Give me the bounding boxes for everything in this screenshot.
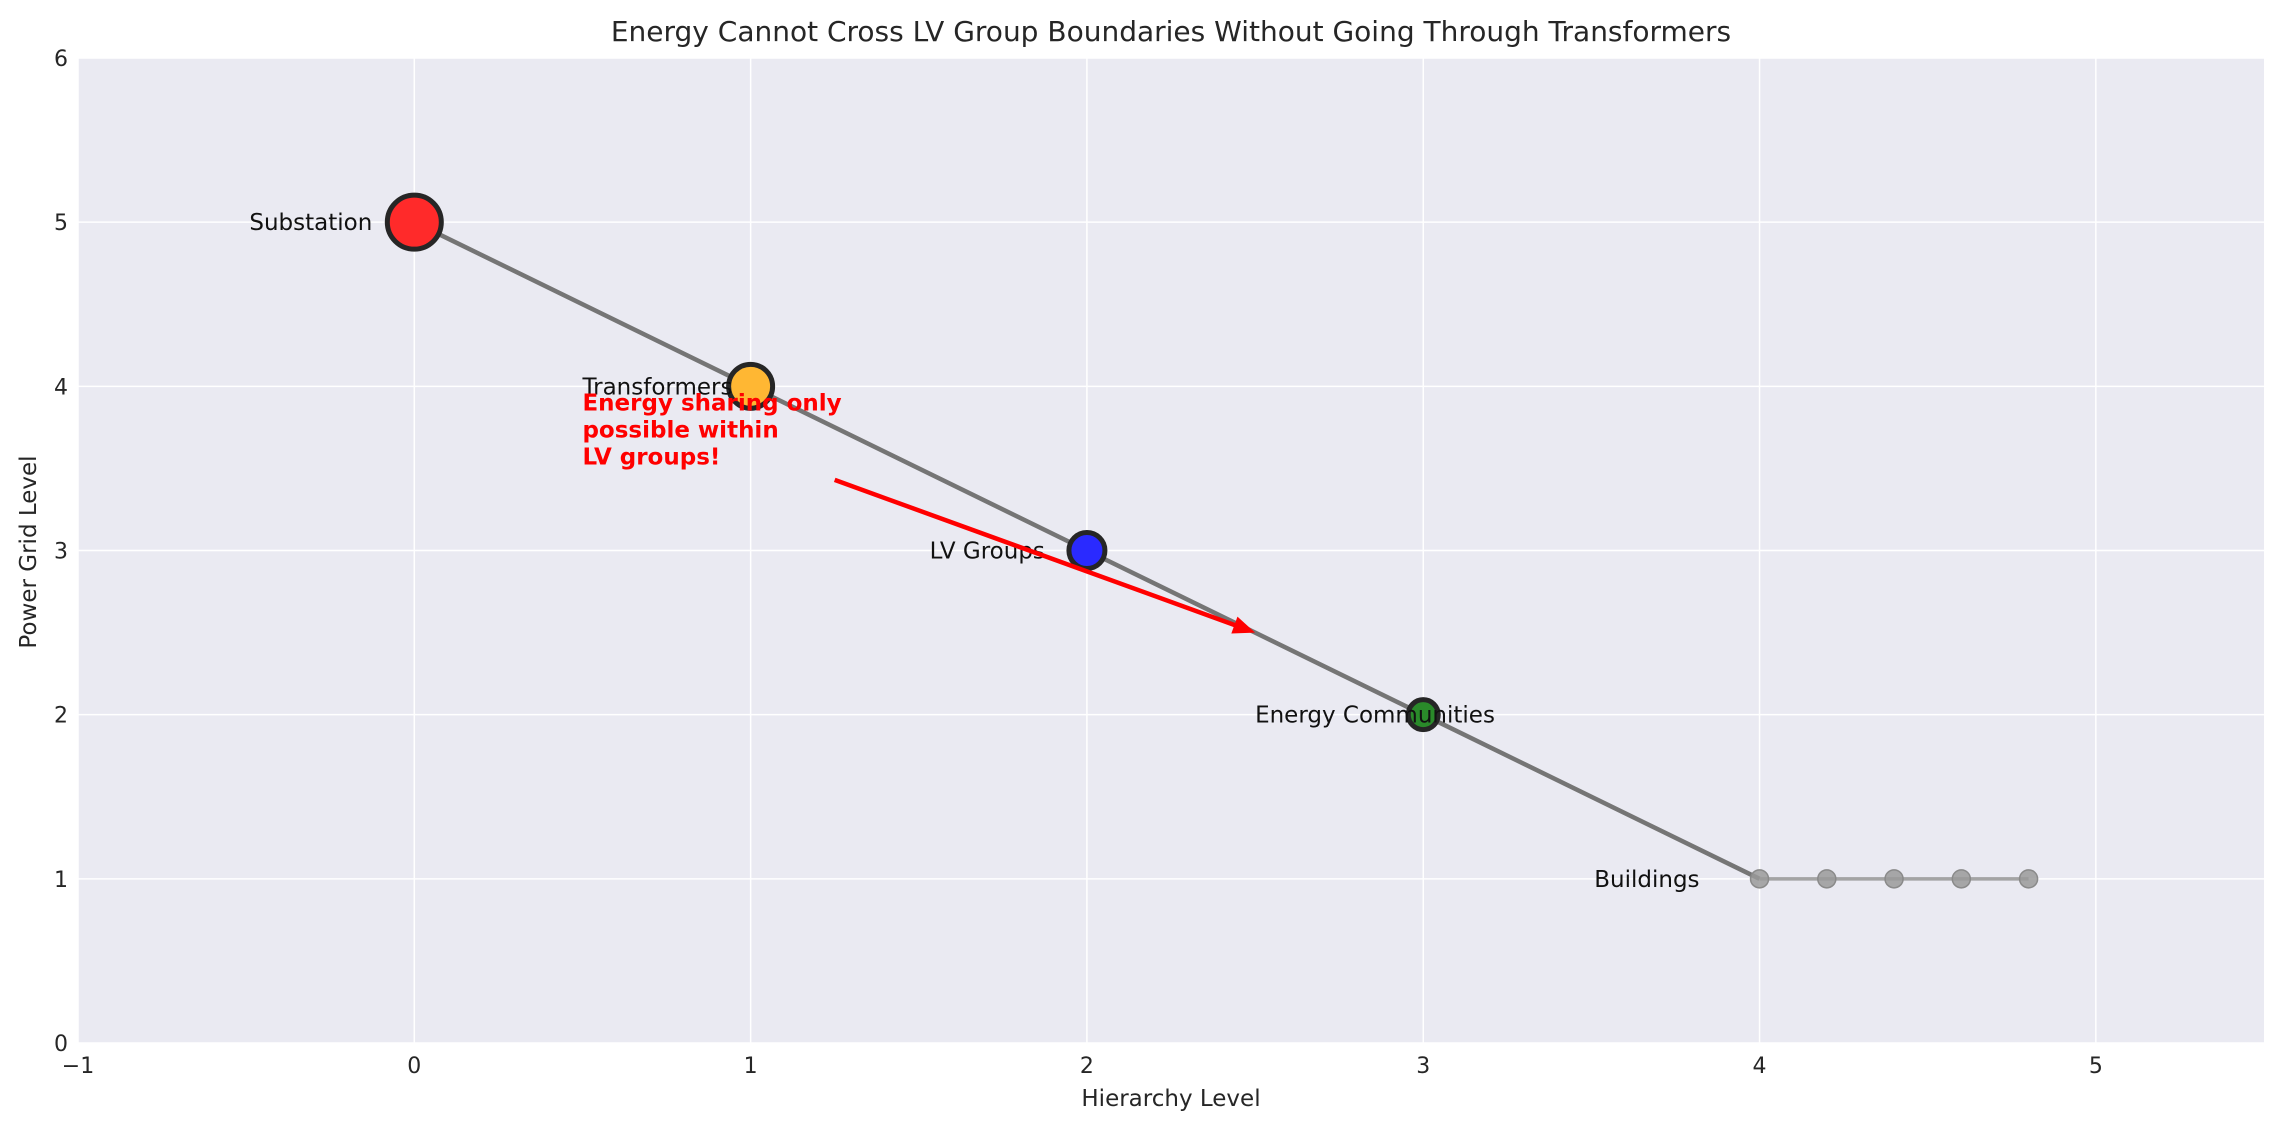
node-lv-groups [1066, 530, 1108, 571]
x-tick-label: 3 [1416, 1054, 1430, 1079]
annotation-arrow-shaft [833, 477, 1244, 631]
y-tick-label: 4 [54, 375, 68, 400]
y-axis-label: Power Grid Level [16, 455, 42, 648]
annotation-arrow-head [1231, 616, 1256, 634]
x-tick-label: 4 [1753, 1054, 1767, 1079]
y-tick-label: 0 [54, 1032, 68, 1057]
x-axis-label: Hierarchy Level [1081, 1086, 1260, 1112]
x-tick-label: 0 [407, 1054, 421, 1079]
label-transformers: Transformers [581, 374, 732, 400]
annotation-text-line: Energy sharing only [582, 390, 841, 416]
x-tick-label: 1 [744, 1054, 758, 1079]
node-energy-communities [1405, 697, 1441, 733]
y-tick-label: 5 [54, 211, 68, 236]
x-tick-label: −1 [62, 1054, 94, 1079]
y-tick-label: 1 [54, 868, 68, 893]
node-building [1951, 869, 1972, 889]
node-transformers [726, 361, 776, 411]
node-building [2018, 869, 2039, 889]
node-markers [384, 192, 2039, 889]
x-tick-label: 5 [2089, 1054, 2103, 1079]
x-tick-labels: −1 0 1 2 3 4 5 [62, 1054, 2103, 1079]
x-tick-label: 2 [1080, 1054, 1094, 1079]
label-substation: Substation [249, 210, 372, 236]
y-tick-labels: 0 1 2 3 4 5 6 [54, 47, 68, 1057]
annotation-text-line: LV groups! [582, 444, 720, 470]
node-substation [384, 192, 444, 252]
y-tick-label: 2 [54, 704, 68, 729]
label-buildings: Buildings [1594, 867, 1699, 893]
annotation-text-line: possible within [582, 417, 778, 443]
chart-title: Energy Cannot Cross LV Group Boundaries … [611, 15, 1731, 48]
node-building [1817, 869, 1837, 889]
grid-lines [77, 57, 2264, 1044]
y-tick-label: 3 [54, 540, 68, 565]
node-building [1884, 869, 1904, 889]
node-building [1749, 869, 1770, 889]
label-energy-communities: Energy Communities [1255, 703, 1495, 729]
y-tick-label: 6 [54, 47, 68, 72]
